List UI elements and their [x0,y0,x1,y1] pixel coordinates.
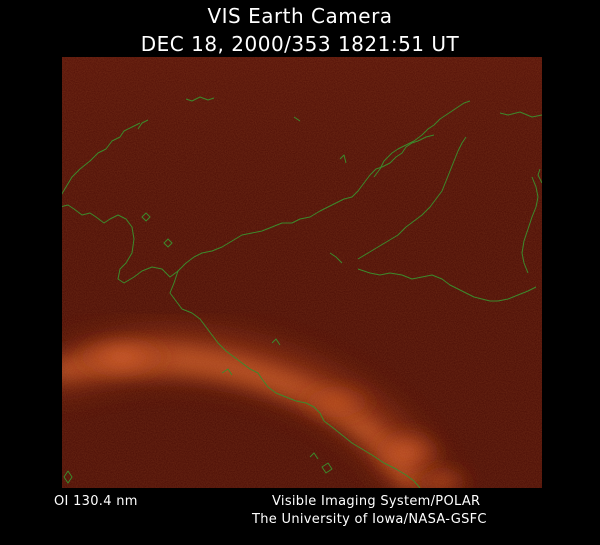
image-timestamp: DEC 18, 2000/353 1821:51 UT [140,32,460,56]
instrument-credit: Visible Imaging System/POLAR [272,494,481,509]
auroral-glow-layer [62,57,542,488]
institution-credit: The University of Iowa/NASA-GSFC [252,512,487,527]
filter-wavelength-label: OI 130.4 nm [54,494,138,509]
image-title: VIS Earth Camera [207,4,393,28]
auroral-image [62,57,542,488]
